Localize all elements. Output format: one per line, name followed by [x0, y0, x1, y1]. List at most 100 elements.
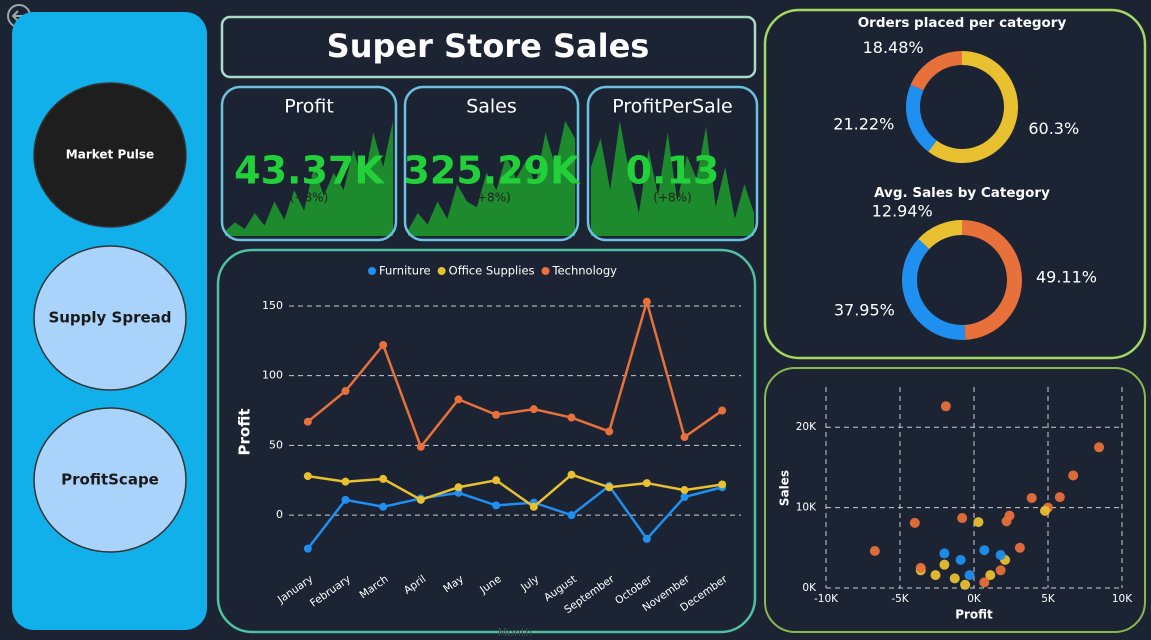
x-tick-label: -5K	[891, 593, 909, 605]
legend-dot	[368, 267, 376, 275]
sparkline	[408, 121, 575, 236]
nav-label[interactable]: ProfitScape	[61, 471, 159, 489]
point	[680, 493, 689, 502]
kpi-label: Profit	[284, 96, 334, 118]
point	[909, 517, 920, 528]
kpi-card	[403, 85, 580, 242]
kpi-card	[220, 85, 398, 242]
y-tick-label: 100	[262, 369, 283, 382]
kpi-delta: (+8%)	[653, 191, 691, 205]
y-tick-label: 10K	[796, 502, 817, 514]
point	[341, 387, 350, 396]
point	[869, 546, 880, 557]
point	[303, 472, 312, 481]
point	[605, 427, 614, 436]
slice-label: 21.22%	[833, 114, 894, 133]
kpi-delta: (+8%)	[290, 191, 328, 205]
point	[379, 341, 388, 349]
x-tick-label: 0K	[967, 593, 982, 605]
y-axis-label: Profit	[236, 409, 254, 456]
donut-slice	[906, 84, 937, 152]
point	[964, 570, 975, 581]
point	[379, 474, 388, 483]
point	[985, 570, 996, 581]
point	[718, 406, 727, 415]
donut-slice	[962, 220, 1023, 340]
donut-slice	[910, 51, 962, 91]
point	[939, 559, 950, 570]
slice-label: 60.3%	[1028, 119, 1079, 138]
x-tick-label: -10K	[814, 593, 839, 605]
kpi-value: 0.13	[626, 149, 720, 193]
x-axis-label: Month	[498, 626, 533, 639]
point	[680, 433, 689, 442]
kpi-delta: (+8%)	[472, 191, 510, 205]
point	[341, 495, 350, 504]
nav-circle[interactable]	[33, 82, 187, 228]
x-tick-label: 10K	[1112, 593, 1133, 605]
point	[529, 502, 538, 511]
kpi-card	[586, 85, 759, 242]
nav-button[interactable]: ProfitScape	[33, 407, 187, 553]
point	[1026, 492, 1037, 503]
donut-panel	[763, 8, 1147, 360]
page-title: Super Store Sales	[327, 27, 650, 65]
point	[1094, 442, 1105, 453]
point	[567, 470, 576, 479]
title-box	[220, 15, 757, 79]
nav-button[interactable]: Market Pulse	[33, 82, 187, 228]
point	[1040, 505, 1051, 516]
y-tick-label: 150	[262, 299, 283, 312]
point	[973, 517, 984, 528]
donut-slice	[928, 51, 1019, 163]
point	[303, 544, 312, 553]
point	[995, 565, 1006, 576]
nav-circle[interactable]	[33, 407, 187, 553]
point	[454, 483, 463, 492]
point	[957, 513, 968, 524]
point	[949, 573, 960, 584]
point	[979, 545, 990, 556]
y-tick-label: 20K	[796, 421, 817, 433]
kpi-value: 43.37K	[234, 149, 385, 193]
legend-label: Technology	[552, 264, 618, 278]
kpi-label: Sales	[466, 96, 517, 118]
point	[341, 477, 350, 486]
point	[567, 511, 576, 520]
nav-button[interactable]: Supply Spread	[33, 245, 187, 391]
point	[454, 395, 463, 404]
sparkline	[591, 121, 754, 236]
point	[416, 495, 425, 504]
slice-label: 18.48%	[863, 38, 924, 57]
kpi-value: 325.29K	[403, 149, 581, 193]
y-axis-label: Sales	[778, 470, 792, 506]
slice-label: 12.94%	[872, 202, 933, 221]
slice-label: 37.95%	[834, 301, 895, 320]
x-tick-label: 5K	[1041, 593, 1056, 605]
point	[605, 483, 614, 492]
point	[930, 570, 941, 581]
nav-circle[interactable]	[33, 245, 187, 391]
nav-label[interactable]: Market Pulse	[66, 148, 154, 162]
donut-slice	[918, 220, 962, 250]
point	[1004, 510, 1015, 521]
point	[915, 562, 926, 573]
point	[718, 480, 727, 489]
point	[979, 577, 990, 588]
donut-title: Orders placed per category	[858, 15, 1067, 31]
y-tick-label: 0	[276, 508, 283, 521]
point	[1068, 470, 1079, 481]
nav-label[interactable]: Supply Spread	[48, 309, 171, 327]
point	[1054, 492, 1065, 503]
series-line	[307, 297, 723, 450]
series-line	[307, 473, 723, 509]
line-panel	[216, 248, 757, 634]
legend-label: Furniture	[379, 264, 431, 278]
scatter-panel	[764, 367, 1146, 633]
y-tick-label: 50	[269, 438, 283, 451]
slice-label: 49.11%	[1036, 267, 1097, 286]
point	[416, 442, 425, 451]
legend-dot	[437, 267, 446, 275]
point	[680, 486, 689, 495]
